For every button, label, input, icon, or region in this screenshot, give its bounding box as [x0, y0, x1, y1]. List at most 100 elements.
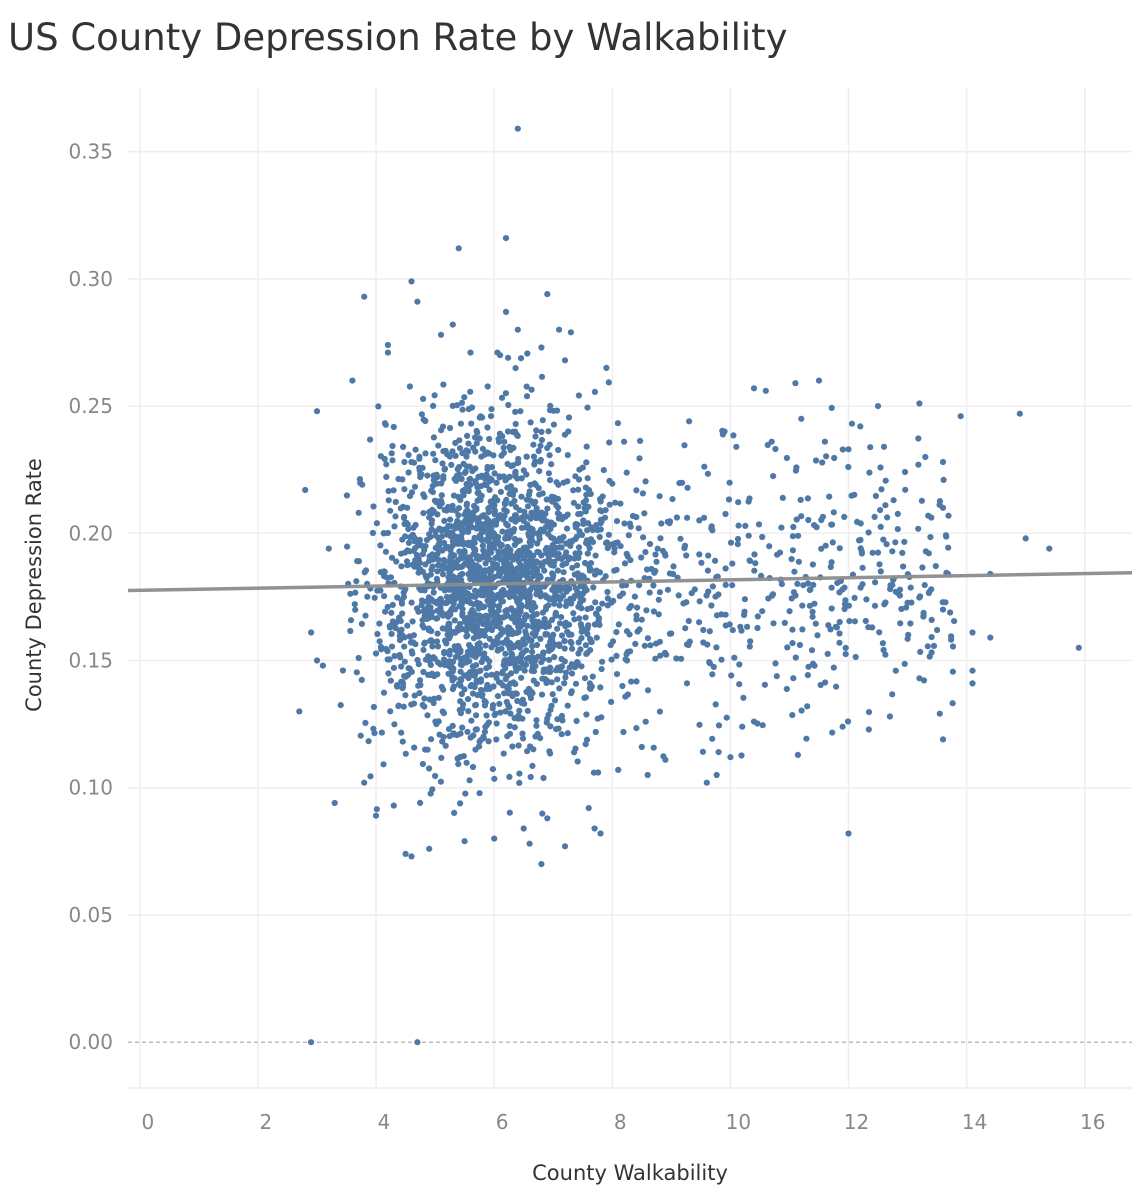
data-point — [440, 686, 447, 693]
data-point — [393, 619, 400, 626]
data-point — [435, 694, 442, 701]
data-point — [478, 690, 485, 697]
data-point — [455, 645, 463, 652]
data-point — [486, 635, 493, 643]
data-point — [890, 497, 897, 504]
data-point — [554, 664, 561, 672]
data-point — [532, 458, 539, 465]
data-point — [594, 527, 601, 534]
data-point — [696, 721, 703, 728]
data-point — [846, 618, 853, 625]
data-point — [916, 400, 923, 407]
y-tick-label: 0.30 — [68, 267, 113, 291]
data-point — [742, 522, 749, 530]
data-point — [524, 350, 531, 357]
data-point — [432, 528, 439, 535]
data-point — [472, 593, 479, 601]
data-point — [611, 549, 618, 556]
data-point — [519, 735, 527, 742]
data-point — [548, 561, 555, 569]
data-point — [461, 838, 468, 845]
data-point — [461, 672, 468, 679]
data-point — [440, 733, 447, 741]
data-point — [479, 522, 486, 529]
data-point — [411, 744, 418, 751]
data-point — [416, 464, 423, 471]
data-point — [483, 686, 490, 693]
data-point — [373, 520, 380, 527]
data-point — [473, 525, 480, 532]
data-point — [583, 540, 590, 547]
data-point — [556, 602, 563, 609]
data-point — [468, 717, 475, 724]
chart-title: US County Depression Rate by Walkability — [8, 16, 788, 59]
data-point — [528, 667, 535, 674]
data-point — [792, 380, 799, 387]
data-point — [652, 551, 659, 558]
data-point — [420, 509, 427, 517]
data-point — [928, 634, 935, 641]
data-point — [731, 654, 738, 661]
data-point — [450, 731, 457, 738]
data-point — [809, 608, 816, 615]
data-point — [546, 642, 553, 649]
data-point — [369, 529, 376, 537]
data-point — [358, 620, 365, 628]
data-point — [947, 609, 954, 616]
data-point — [738, 752, 745, 759]
data-point — [578, 628, 585, 635]
data-point — [466, 476, 473, 483]
data-point — [871, 513, 878, 521]
data-point — [768, 592, 776, 599]
data-point — [945, 544, 952, 551]
data-point — [789, 533, 797, 540]
data-point — [892, 667, 899, 674]
data-point — [704, 567, 712, 574]
data-point — [734, 541, 741, 548]
data-point — [528, 659, 535, 666]
data-point — [424, 746, 431, 753]
data-point — [620, 728, 627, 736]
data-point — [828, 521, 835, 528]
data-point — [529, 559, 536, 566]
data-point — [426, 514, 433, 521]
data-point — [410, 700, 418, 707]
data-point — [561, 645, 568, 652]
data-point — [883, 541, 890, 548]
data-point — [540, 655, 547, 663]
data-point — [465, 406, 472, 413]
data-point — [454, 540, 461, 547]
data-point — [403, 558, 411, 565]
data-point — [377, 453, 384, 460]
data-point — [949, 643, 957, 650]
data-point — [476, 617, 483, 624]
data-point — [583, 491, 590, 498]
data-point — [750, 385, 758, 392]
data-point — [457, 521, 464, 529]
data-point — [602, 573, 609, 580]
data-point — [520, 641, 527, 648]
data-point — [917, 648, 924, 656]
data-point — [939, 606, 947, 613]
data-point — [506, 660, 513, 667]
data-point — [718, 656, 725, 663]
data-point — [587, 536, 595, 543]
data-point — [509, 428, 516, 435]
data-point — [490, 683, 497, 690]
data-point — [497, 709, 504, 716]
data-point — [427, 571, 434, 578]
data-point — [915, 525, 922, 532]
data-point — [741, 596, 749, 603]
data-point — [877, 523, 884, 531]
data-point — [406, 548, 413, 555]
data-point — [869, 549, 876, 556]
data-point — [499, 668, 506, 675]
data-point — [464, 696, 472, 703]
data-point — [473, 679, 480, 686]
data-point — [491, 573, 498, 580]
data-point — [543, 544, 550, 552]
data-point — [568, 640, 575, 647]
data-point — [586, 567, 594, 574]
data-point — [597, 830, 604, 837]
data-point — [652, 655, 659, 662]
